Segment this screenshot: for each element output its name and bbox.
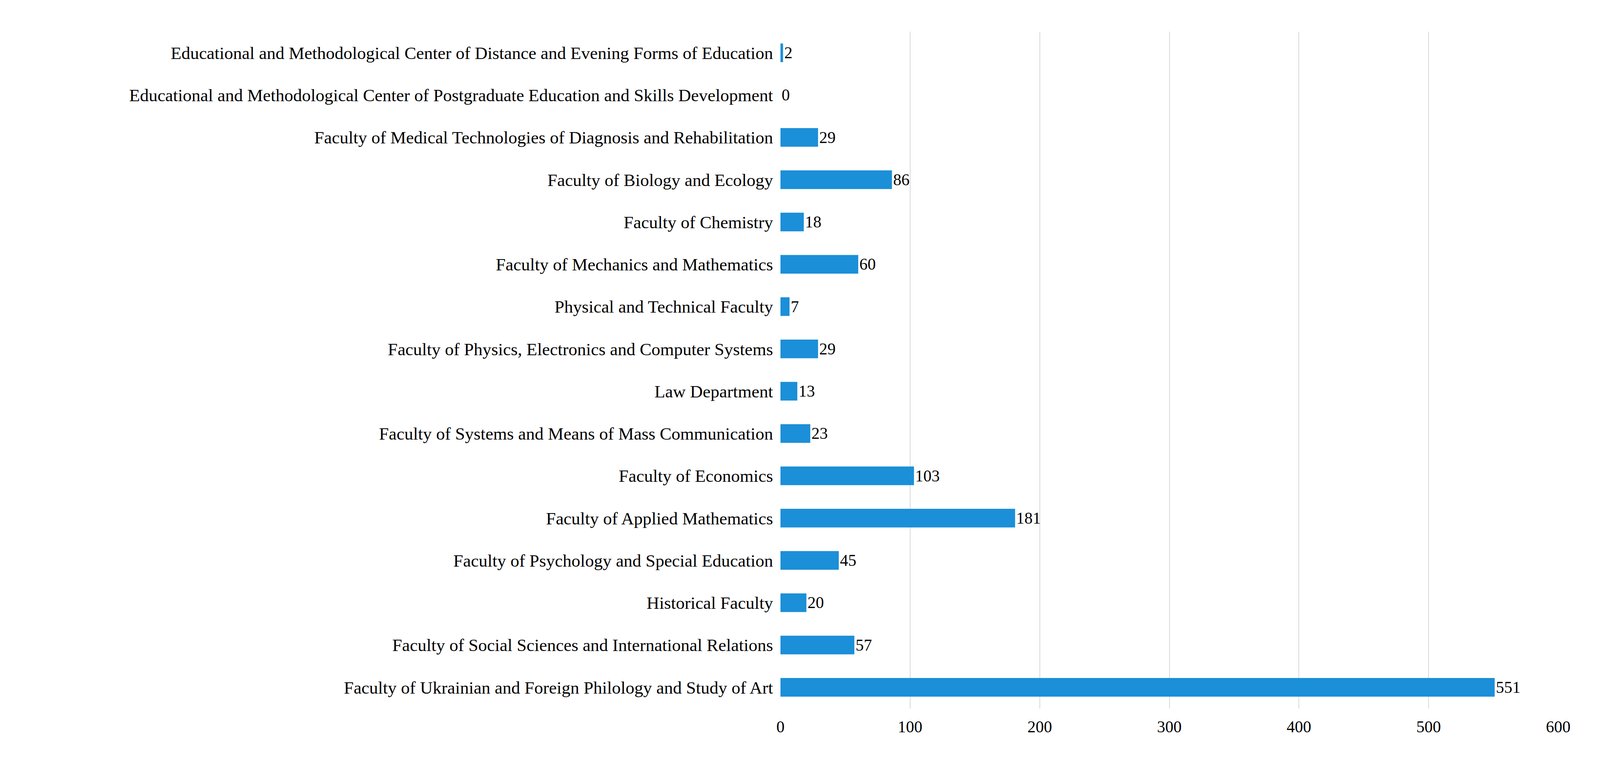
svg-text:0: 0 — [781, 85, 790, 104]
svg-text:Faculty of Mechanics and Mathe: Faculty of Mechanics and Mathematics — [495, 254, 774, 275]
svg-text:Faculty of Chemistry: Faculty of Chemistry — [623, 212, 774, 233]
svg-text:Educational and Methodological: Educational and Methodological Center of… — [129, 85, 774, 106]
svg-text:45: 45 — [839, 551, 857, 570]
svg-text:13: 13 — [798, 382, 815, 400]
svg-text:0: 0 — [776, 717, 785, 736]
svg-text:29: 29 — [819, 339, 836, 358]
svg-text:300: 300 — [1157, 717, 1182, 736]
svg-text:Faculty of Economics: Faculty of Economics — [618, 466, 774, 486]
svg-text:86: 86 — [892, 170, 910, 189]
svg-text:400: 400 — [1286, 717, 1312, 736]
svg-text:60: 60 — [859, 255, 876, 274]
svg-text:200: 200 — [1027, 717, 1052, 736]
svg-text:23: 23 — [811, 424, 828, 443]
svg-text:Faculty of Ukrainian and Forei: Faculty of Ukrainian and Foreign Philolo… — [343, 677, 774, 698]
svg-text:500: 500 — [1416, 717, 1442, 736]
svg-text:600: 600 — [1546, 717, 1571, 736]
svg-text:Faculty of Physics, Electronic: Faculty of Physics, Electronics and Comp… — [387, 339, 774, 359]
svg-text:103: 103 — [915, 466, 940, 485]
svg-text:57: 57 — [855, 635, 872, 654]
svg-text:29: 29 — [819, 128, 836, 147]
svg-text:Faculty of Social Sciences and: Faculty of Social Sciences and Internati… — [392, 635, 774, 655]
svg-text:Faculty of Biology and Ecology: Faculty of Biology and Ecology — [547, 170, 774, 190]
svg-text:Faculty of Medical Technologie: Faculty of Medical Technologies of Diagn… — [314, 127, 774, 148]
svg-text:18: 18 — [805, 212, 822, 231]
svg-text:Faculty of Applied Mathematics: Faculty of Applied Mathematics — [546, 508, 774, 529]
svg-text:Law Department: Law Department — [654, 381, 774, 402]
svg-text:2: 2 — [784, 43, 793, 62]
svg-text:20: 20 — [807, 593, 824, 612]
svg-text:Physical and Technical Faculty: Physical and Technical Faculty — [554, 296, 774, 317]
svg-text:Faculty of Systems and Means o: Faculty of Systems and Means of Mass Com… — [378, 423, 774, 444]
svg-text:551: 551 — [1495, 678, 1521, 697]
svg-text:181: 181 — [1016, 508, 1042, 527]
svg-text:Historical Faculty: Historical Faculty — [646, 592, 774, 613]
svg-text:Faculty of Psychology and Spec: Faculty of Psychology and Special Educat… — [453, 550, 774, 571]
svg-text:Educational and Methodological: Educational and Methodological Center of… — [170, 43, 774, 63]
svg-text:100: 100 — [897, 717, 923, 736]
svg-text:7: 7 — [790, 297, 799, 316]
